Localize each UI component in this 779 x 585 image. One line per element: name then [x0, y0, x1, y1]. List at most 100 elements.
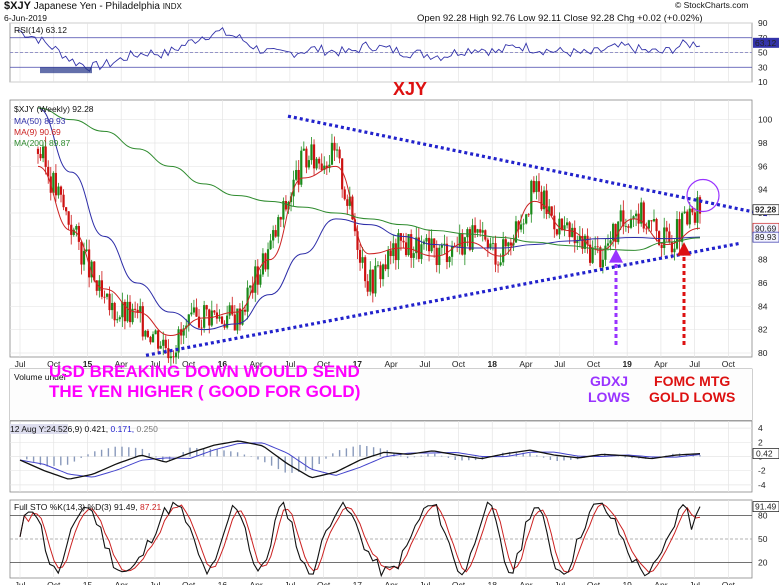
- x-tick-label: 17: [353, 359, 363, 369]
- price-value-tag: [752, 204, 779, 216]
- candle-body: [394, 243, 397, 261]
- lower-trendline: [145, 241, 741, 357]
- candle-body: [312, 144, 316, 169]
- candle-body: [36, 148, 40, 154]
- candle-body: [670, 242, 673, 253]
- x-tick-label: Apr: [519, 359, 532, 369]
- x-tick-label: Oct: [47, 359, 61, 369]
- candle-body: [660, 245, 663, 249]
- usd-line-2: THE YEN HIGHER ( GOOD FOR GOLD): [49, 381, 361, 401]
- x-tick-label-bottom: Apr: [384, 580, 397, 585]
- rsi-tick-label: 50: [758, 48, 768, 58]
- candle-body: [111, 302, 114, 311]
- candle-body: [310, 144, 313, 161]
- candle-body: [553, 215, 556, 230]
- candle-body: [134, 308, 137, 310]
- candle-body: [259, 274, 262, 285]
- candle-body: [415, 237, 418, 254]
- candle-body: [139, 306, 142, 313]
- candle-body: [77, 226, 80, 242]
- x-tick-label: Oct: [452, 359, 466, 369]
- candle-body: [433, 238, 436, 248]
- candle-body: [652, 219, 656, 222]
- candle-body: [241, 309, 244, 325]
- candle-body: [494, 243, 497, 265]
- candle-body: [98, 280, 101, 291]
- x-tick-label: Oct: [182, 359, 196, 369]
- sto-d-value: 87.21: [140, 502, 162, 512]
- candle-body: [647, 220, 650, 229]
- candle-body: [476, 229, 479, 233]
- candle-body: [563, 225, 566, 230]
- candle-body: [678, 219, 681, 242]
- candle-body: [430, 238, 433, 252]
- sto-label: Full STO %K(14,3) %D(3) 91.49, 87.21: [14, 502, 161, 512]
- candle-body: [325, 165, 328, 169]
- candle-body: [691, 208, 694, 213]
- candle-body: [412, 253, 415, 258]
- upper-trendline: [287, 114, 771, 217]
- gdxj-arrow-head: [609, 249, 623, 263]
- x-tick-label-bottom: Oct: [722, 580, 736, 585]
- candle-body: [297, 169, 300, 185]
- candle-body: [588, 244, 592, 263]
- candle-body: [93, 261, 96, 281]
- x-tick-label-bottom: Jul: [689, 580, 700, 585]
- candle-body: [698, 197, 702, 214]
- candle-body: [471, 225, 474, 250]
- candle-body: [330, 142, 334, 165]
- x-tick-label-bottom: Oct: [182, 580, 196, 585]
- candle-body: [167, 348, 170, 359]
- candle-body: [594, 246, 597, 248]
- candle-body: [663, 227, 666, 249]
- candle-body: [269, 240, 272, 250]
- candle-body: [369, 269, 372, 292]
- price-value-tag-text: 89.93: [755, 232, 777, 242]
- candle-body: [149, 336, 152, 343]
- sto-tick-label: 50: [758, 534, 768, 544]
- candle-body: [468, 229, 472, 250]
- candle-body: [197, 316, 201, 328]
- macd-date-tag: 12 Aug Y:24.52: [10, 424, 68, 434]
- candle-body: [407, 234, 410, 256]
- candle-body: [640, 202, 643, 224]
- candle-body: [364, 257, 367, 282]
- candle-body: [42, 146, 45, 159]
- candle-body: [256, 266, 259, 285]
- candle-body: [420, 244, 423, 259]
- ma-line-ma200: [37, 107, 701, 251]
- price-tick-label: 96: [758, 161, 768, 171]
- candle-body: [335, 149, 339, 151]
- candle-body: [542, 190, 546, 210]
- candle-body: [453, 245, 456, 247]
- candle-body: [540, 191, 543, 210]
- candle-body: [116, 319, 119, 321]
- x-tick-label-bottom: Oct: [47, 580, 61, 585]
- candle-body: [665, 227, 668, 232]
- x-tick-label-bottom: Apr: [250, 580, 263, 585]
- candle-body: [123, 301, 127, 322]
- candle-body: [126, 301, 129, 322]
- candle-body: [39, 153, 42, 159]
- ohlc-readout: Open 92.28 High 92.76 Low 92.11 Close 92…: [417, 13, 703, 24]
- candle-body: [379, 265, 382, 280]
- candle-body: [443, 243, 446, 245]
- macd-hist-value: 0.250: [136, 424, 158, 434]
- candle-body: [57, 186, 60, 196]
- candle-body: [113, 302, 116, 321]
- x-tick-label: Apr: [384, 359, 397, 369]
- candle-body: [75, 226, 78, 230]
- fomc-line-1: FOMC MTG: [654, 373, 731, 389]
- candle-body: [177, 329, 180, 353]
- candle-body: [458, 233, 461, 247]
- candle-body: [635, 213, 638, 217]
- candle-body: [274, 230, 277, 237]
- candle-body: [47, 166, 50, 177]
- candle-body: [315, 158, 318, 169]
- price-tick-label: 80: [758, 348, 768, 358]
- candle-body: [108, 293, 111, 311]
- candle-body: [144, 330, 147, 337]
- candle-body: [496, 264, 500, 266]
- ma-line-ma50: [37, 107, 701, 331]
- x-tick-label: Jul: [419, 359, 430, 369]
